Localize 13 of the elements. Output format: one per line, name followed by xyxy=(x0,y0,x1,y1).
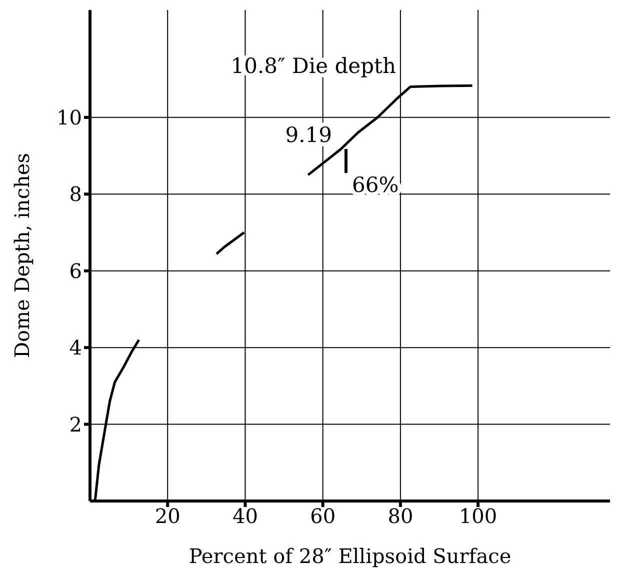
x-tick-label: 100 xyxy=(458,504,498,528)
y-tick-label: 10 xyxy=(56,106,82,130)
annotation: 66% xyxy=(352,173,399,197)
y-tick-label: 6 xyxy=(69,258,82,283)
x-tick-label: 40 xyxy=(232,504,258,528)
y-tick-label: 4 xyxy=(69,336,82,360)
y-tick-label: 8 xyxy=(69,182,82,206)
x-tick-label: 80 xyxy=(388,504,414,528)
x-tick-label: 60 xyxy=(310,504,336,528)
y-axis-title: Dome Depth, inches xyxy=(10,153,34,358)
y-tick-label: 2 xyxy=(69,412,82,436)
x-tick-label: 20 xyxy=(154,504,180,528)
x-axis-title: Percent of 28″ Ellipsoid Surface xyxy=(188,544,512,568)
